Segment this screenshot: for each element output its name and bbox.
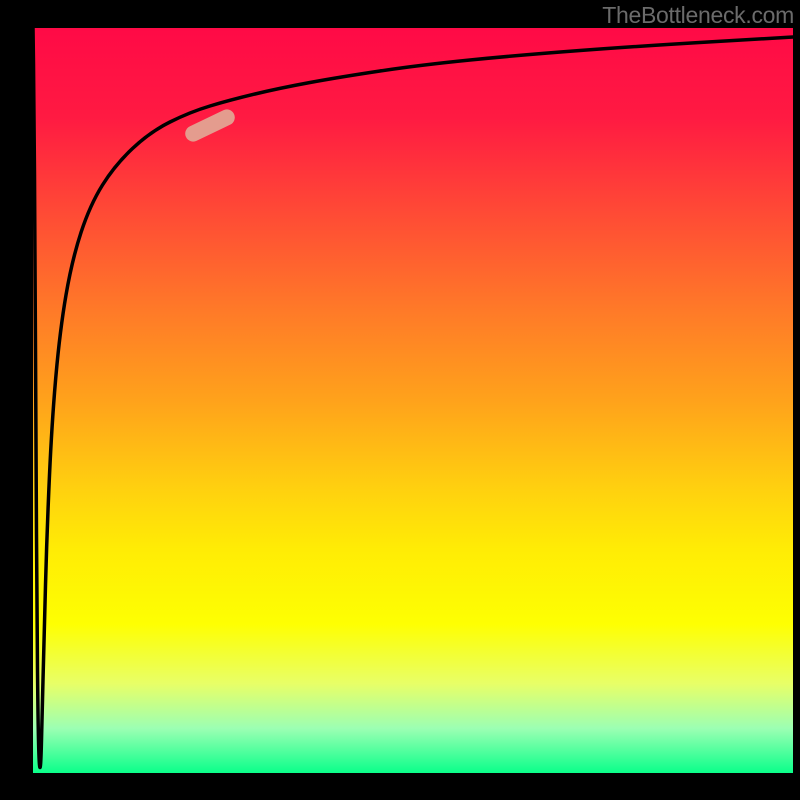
chart-container: TheBottleneck.com — [0, 0, 800, 800]
plot-svg — [0, 0, 800, 800]
watermark-label: TheBottleneck.com — [602, 0, 800, 29]
bottleneck-curve — [33, 28, 793, 768]
